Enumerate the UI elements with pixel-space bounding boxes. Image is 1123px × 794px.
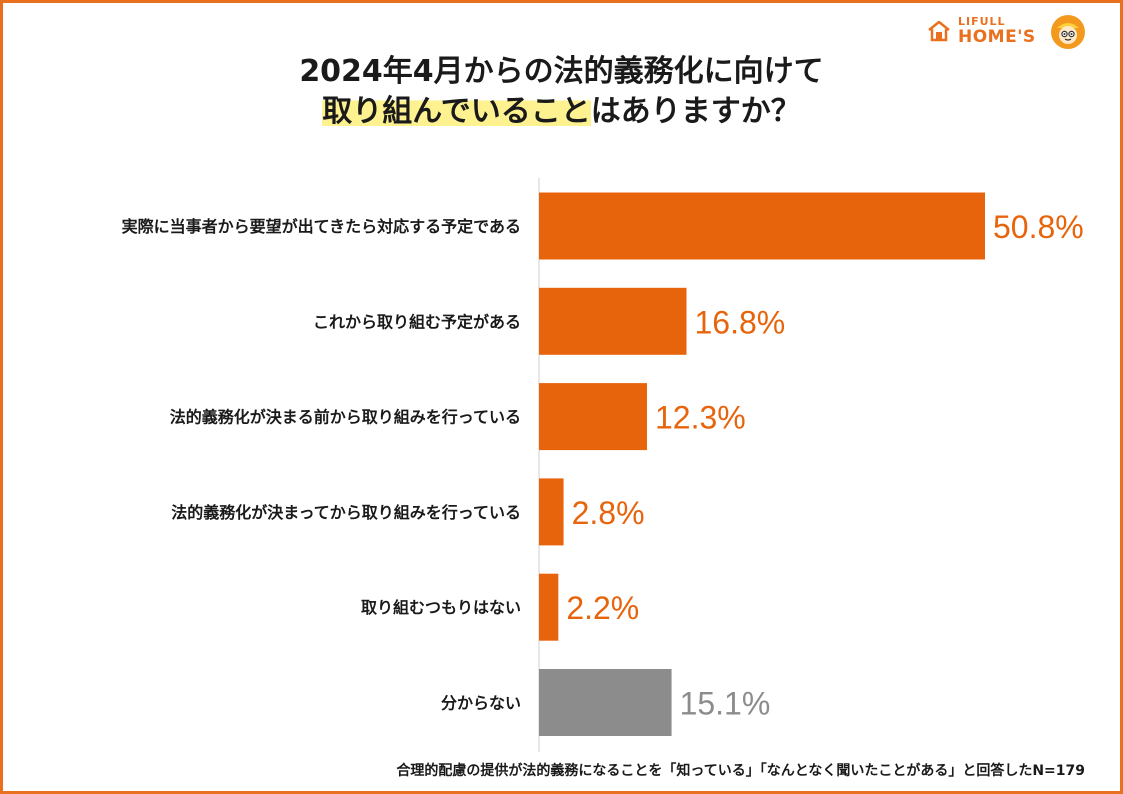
value-label: 15.1% [680, 686, 771, 722]
bar [539, 383, 647, 451]
category-label: 実際に当事者から要望が出てきたら対応する予定である [122, 217, 521, 236]
bar [539, 192, 985, 260]
chart-title: 2024年4月からの法的義務化に向けて 取り組んでいることはありますか？ [0, 52, 1123, 132]
title-line-2-rest: はありますか？ [590, 94, 801, 129]
title-line-2: 取り組んでいることはありますか？ [0, 92, 1123, 132]
bar [539, 287, 687, 355]
bar [539, 669, 672, 736]
logo-wordmark-top: LIFULL [958, 15, 1006, 28]
house-icon [928, 20, 950, 42]
value-label: 50.8% [993, 209, 1084, 245]
lifull-homes-logo: LIFULL HOME'S [926, 14, 1096, 50]
value-label: 2.2% [566, 590, 639, 626]
value-label: 16.8% [694, 304, 785, 340]
category-label: 法的義務化が決まる前から取り組みを行っている [170, 408, 521, 427]
title-line-1: 2024年4月からの法的義務化に向けて [299, 54, 824, 89]
mascot-icon [1051, 15, 1085, 49]
value-label: 2.8% [572, 495, 645, 531]
logo-wordmark-bottom: HOME'S [958, 27, 1036, 47]
title-highlight: 取り組んでいること [322, 94, 591, 129]
category-label: 取り組むつもりはない [361, 598, 521, 617]
footnote: 合理的配慮の提供が法的義務になることを「知っている」「なんとなく聞いたことがある… [396, 763, 1085, 779]
category-label: 法的義務化が決まってから取り組みを行っている [171, 503, 521, 522]
value-label: 12.3% [655, 400, 746, 436]
bar [539, 573, 559, 641]
category-label: これから取り組む予定がある [313, 312, 521, 331]
category-label: 分からない [441, 694, 521, 713]
bar [539, 478, 564, 546]
